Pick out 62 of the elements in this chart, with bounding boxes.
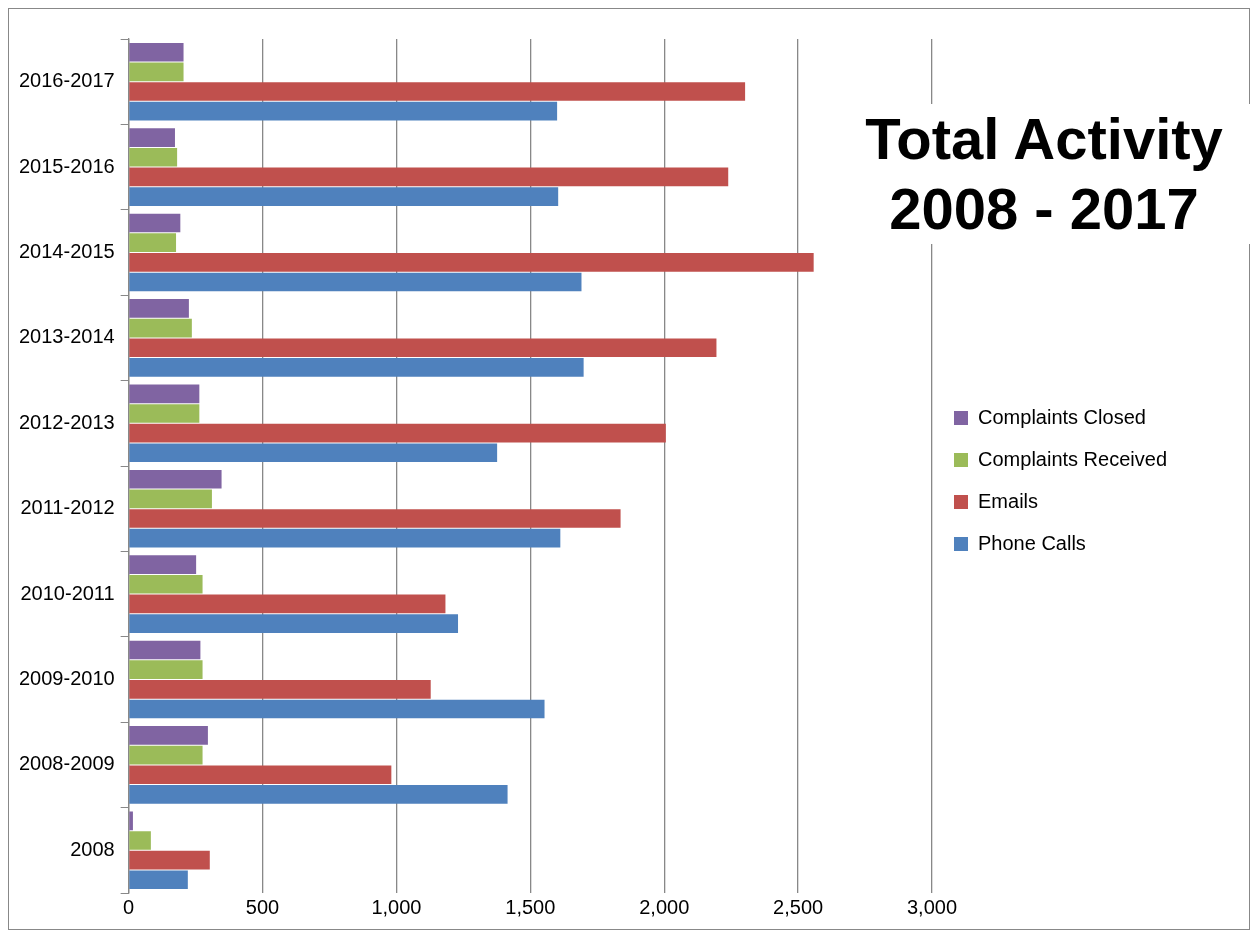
bar <box>129 509 621 528</box>
x-tick-label: 2,500 <box>773 895 824 918</box>
bar <box>129 745 203 765</box>
bar <box>129 785 508 804</box>
y-tick-label: 2008 <box>70 837 115 860</box>
bar <box>129 660 203 680</box>
bar <box>129 811 133 831</box>
legend-label: Complaints Received <box>978 447 1168 470</box>
bar <box>129 679 431 699</box>
bar <box>129 167 729 187</box>
y-tick-label: 2015-2016 <box>18 154 115 177</box>
bar <box>129 42 184 62</box>
legend-label: Phone Calls <box>978 531 1086 554</box>
y-tick-label: 2009-2010 <box>18 667 115 690</box>
bar <box>129 765 392 785</box>
bar <box>129 187 559 206</box>
bar <box>129 726 208 745</box>
bar <box>129 384 200 404</box>
y-tick-label: 2010-2011 <box>20 581 115 604</box>
bar <box>129 423 666 443</box>
bar <box>129 404 200 423</box>
bar <box>129 358 584 377</box>
bar <box>129 252 814 272</box>
x-tick-label: 3,000 <box>906 895 958 918</box>
bar <box>129 272 582 292</box>
bar <box>129 128 175 147</box>
y-tick-label: 2012-2013 <box>18 410 115 433</box>
bar <box>129 640 201 660</box>
x-tick-label: 2,000 <box>639 895 690 918</box>
y-tick-label: 2014-2015 <box>18 240 115 263</box>
bar <box>129 213 181 233</box>
bar <box>129 233 177 253</box>
bar <box>129 699 545 719</box>
bar <box>129 101 558 121</box>
y-tick-label: 2016-2017 <box>18 69 115 92</box>
bar <box>129 62 184 82</box>
bar <box>129 318 192 338</box>
y-tick-label: 2013-2014 <box>18 325 115 348</box>
y-tick-label: 2008-2009 <box>18 752 115 775</box>
text: Total Activity 2008 - 2017 <box>829 104 1255 244</box>
bar <box>129 850 210 870</box>
y-tick-label: 2011-2012 <box>20 496 115 519</box>
bar <box>129 831 151 850</box>
bar <box>129 574 203 594</box>
bar <box>129 147 178 167</box>
bar <box>129 555 197 574</box>
legend-label: Emails <box>978 489 1039 512</box>
legend-label: Complaints Closed <box>978 405 1146 428</box>
bar <box>129 299 189 318</box>
bar <box>129 443 498 463</box>
x-tick-label: 500 <box>245 895 280 918</box>
bar <box>129 82 746 101</box>
bar <box>129 870 188 890</box>
bar <box>129 528 561 548</box>
bar <box>129 338 717 358</box>
bar <box>129 469 222 489</box>
x-tick-label: 1,000 <box>371 895 422 918</box>
bar <box>129 594 446 614</box>
x-tick-label: 0 <box>123 895 135 918</box>
x-tick-label: 1,500 <box>505 895 556 918</box>
bar <box>129 614 459 633</box>
bar <box>129 489 212 509</box>
